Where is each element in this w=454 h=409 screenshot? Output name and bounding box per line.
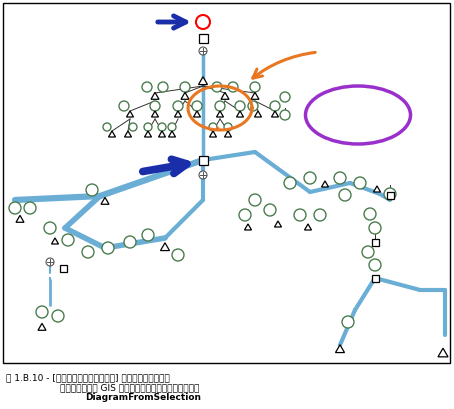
Circle shape [199,47,207,55]
Bar [3,3,450,363]
Polygon shape [251,92,259,99]
Circle shape [142,82,152,92]
Circle shape [212,82,222,92]
Circle shape [46,258,54,266]
Circle shape [158,123,166,131]
Polygon shape [221,92,229,99]
Circle shape [249,194,261,206]
Circle shape [144,123,152,131]
Text: DiagramFromSelection: DiagramFromSelection [85,393,201,402]
Polygon shape [209,131,217,137]
Polygon shape [305,224,311,230]
Circle shape [339,189,351,201]
Polygon shape [255,111,262,117]
Circle shape [173,101,183,111]
Circle shape [192,101,202,111]
Polygon shape [168,131,176,137]
Circle shape [362,246,374,258]
Polygon shape [152,111,158,117]
Polygon shape [38,324,46,330]
Polygon shape [193,111,201,117]
Polygon shape [124,131,132,137]
Polygon shape [217,111,223,117]
Circle shape [304,172,316,184]
Circle shape [364,208,376,220]
Circle shape [119,101,129,111]
Circle shape [103,123,111,131]
Circle shape [280,110,290,120]
Circle shape [172,249,184,261]
Polygon shape [16,216,24,222]
Circle shape [270,101,280,111]
Circle shape [248,101,258,111]
Bar [198,34,207,43]
Circle shape [354,177,366,189]
Circle shape [24,202,36,214]
Bar [371,274,379,281]
Polygon shape [151,92,159,99]
FancyArrowPatch shape [253,52,315,78]
Circle shape [235,101,245,111]
Circle shape [228,82,238,92]
Circle shape [62,234,74,246]
Polygon shape [438,348,448,357]
Circle shape [150,101,160,111]
Circle shape [384,188,396,200]
Circle shape [294,209,306,221]
Circle shape [180,82,190,92]
Polygon shape [198,77,207,85]
Circle shape [9,202,21,214]
Polygon shape [127,111,133,117]
Circle shape [36,306,48,318]
Polygon shape [271,111,278,117]
Text: 図 1.B.10 - [ダイアグラムの完全同期] オプションがオンで: 図 1.B.10 - [ダイアグラムの完全同期] オプションがオンで [6,373,170,382]
Polygon shape [144,131,152,137]
Polygon shape [51,238,59,244]
Polygon shape [336,345,345,353]
Bar [371,238,379,245]
Circle shape [102,242,114,254]
Circle shape [44,222,56,234]
Circle shape [82,246,94,258]
Circle shape [199,171,207,179]
Polygon shape [224,131,232,137]
Circle shape [280,92,290,102]
Text: 更新中に新しい GIS フィーチャ選択セットを追加後の: 更新中に新しい GIS フィーチャ選択セットを追加後の [60,383,199,392]
Polygon shape [109,131,115,137]
Circle shape [129,123,137,131]
Circle shape [369,222,381,234]
Circle shape [239,209,251,221]
Circle shape [224,123,232,131]
Circle shape [86,184,98,196]
Circle shape [264,204,276,216]
Polygon shape [161,243,169,251]
Polygon shape [374,186,380,192]
Polygon shape [321,181,329,187]
Circle shape [209,123,217,131]
Circle shape [250,82,260,92]
Bar [198,155,207,164]
Polygon shape [174,111,182,117]
Circle shape [52,310,64,322]
Circle shape [124,236,136,248]
Bar [386,191,394,198]
Circle shape [342,316,354,328]
Polygon shape [158,131,166,137]
Circle shape [314,209,326,221]
Circle shape [334,172,346,184]
Circle shape [142,229,154,241]
Circle shape [369,259,381,271]
Polygon shape [101,198,109,204]
Circle shape [158,82,168,92]
Circle shape [196,15,210,29]
Polygon shape [237,111,243,117]
Polygon shape [245,224,252,230]
Circle shape [215,101,225,111]
Circle shape [284,177,296,189]
Circle shape [168,123,176,131]
Bar [59,265,66,272]
Polygon shape [181,92,189,99]
Polygon shape [275,221,281,227]
